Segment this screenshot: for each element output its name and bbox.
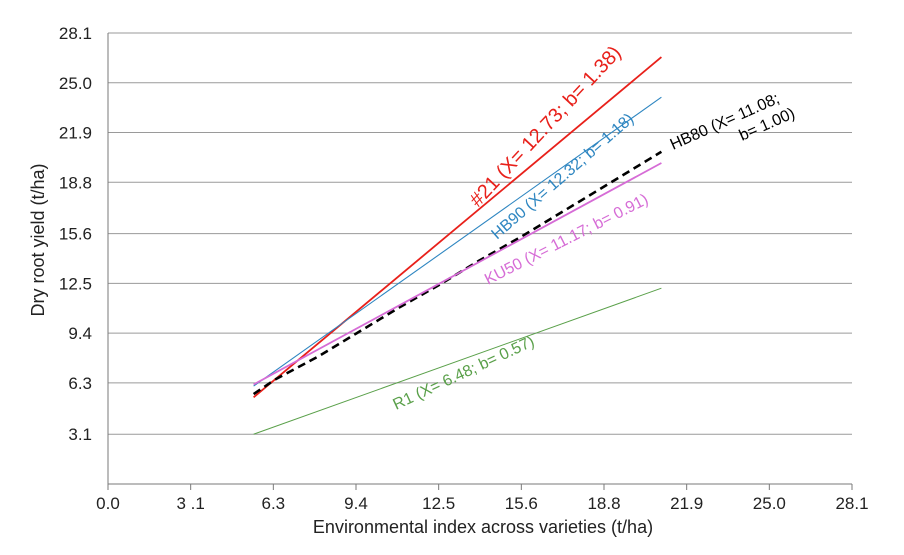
y-tick-label: 28.1 [59,24,92,43]
x-axis-title: Environmental index across varieties (t/… [313,517,653,537]
x-tick-labels: 0.0 3 .1 6.3 9.4 12.5 15.6 18.8 21.9 25.0 28.1 [96,494,868,513]
gridlines [108,32,852,435]
series-line-r1 [253,287,662,435]
series-line-hb90 [253,96,662,387]
x-tick-label: 3 .1 [176,494,204,513]
axes [107,33,853,490]
y-tick-label: 21.9 [59,124,92,143]
x-tick-label: 12.5 [422,494,455,513]
series-labels: #21 (X= 12.73; b= 1.38)HB90 (X= 12.32; b… [391,42,798,414]
x-tick-label: 15.6 [505,494,538,513]
y-tick-label: 25.0 [59,74,92,93]
y-axis-title: Dry root yield (t/ha) [28,163,48,316]
x-tick-label: 25.0 [753,494,786,513]
y-tick-label: 3.1 [68,425,92,444]
y-tick-label: 18.8 [59,173,92,192]
x-tick-label: 0.0 [96,494,120,513]
x-tick-label: 6.3 [262,494,286,513]
y-tick-label: 9.4 [68,324,92,343]
series-line-ku50 [253,162,662,386]
x-tick-label: 21.9 [670,494,703,513]
series-label-line-r1: R1 (X= 6.48; b= 0.57) [391,333,538,413]
series-lines [252,56,663,435]
x-tick-label: 18.8 [587,494,620,513]
y-tick-label: 15.6 [59,225,92,244]
series-line-21 [253,56,662,398]
x-tick-label: 9.4 [344,494,368,513]
y-tick-label: 12.5 [59,274,92,293]
y-tick-labels: 3.1 6.3 9.4 12.5 15.6 18.8 21.9 25.0 28.1 [59,24,92,444]
y-tick-label: 6.3 [68,374,92,393]
x-tick-label: 28.1 [835,494,868,513]
